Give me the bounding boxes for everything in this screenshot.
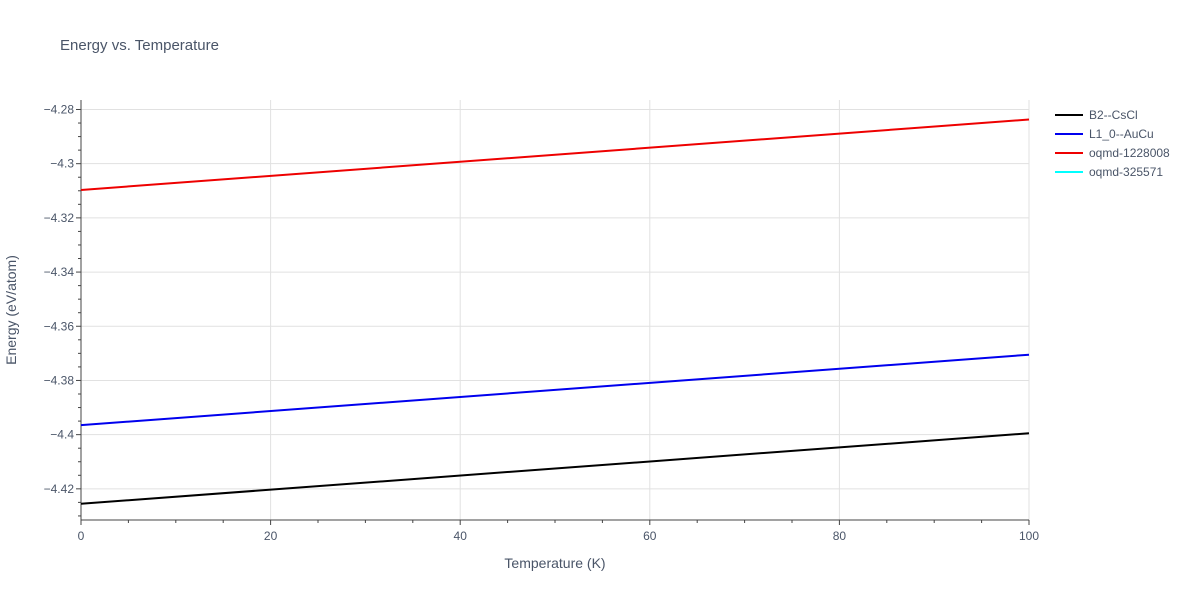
- x-tick-label: 20: [264, 529, 278, 543]
- legend: B2--CsCl L1_0--AuCu oqmd-1228008 oqmd-32557…: [1055, 108, 1170, 179]
- legend-label: oqmd-325571: [1089, 165, 1163, 179]
- y-axis-title: Energy (eV/atom): [3, 255, 19, 365]
- x-tick-label: 0: [78, 529, 85, 543]
- y-tick-label: −4.42: [44, 482, 75, 496]
- legend-label: oqmd-1228008: [1089, 146, 1170, 160]
- y-tick-label: −4.4: [50, 428, 74, 442]
- y-tick-label: −4.34: [44, 265, 75, 279]
- x-tick-label: 60: [643, 529, 657, 543]
- x-tick-label: 40: [454, 529, 468, 543]
- y-tick-label: −4.28: [44, 102, 75, 116]
- series-line-2: [80, 118, 1030, 191]
- x-tick-label: 100: [1019, 529, 1039, 543]
- legend-label: B2--CsCl: [1089, 108, 1138, 122]
- y-tick-label: −4.38: [44, 373, 75, 387]
- legend-label: L1_0--AuCu: [1089, 127, 1154, 141]
- x-tick-label: 80: [833, 529, 847, 543]
- y-tick-label: −4.36: [44, 319, 75, 333]
- grid: [81, 100, 1030, 520]
- series-lines: [80, 118, 1030, 505]
- x-axis-title: Temperature (K): [504, 555, 605, 571]
- chart-title: Energy vs. Temperature: [60, 37, 219, 54]
- series-line-0: [80, 432, 1030, 505]
- series-line-1: [80, 353, 1030, 427]
- y-tick-label: −4.32: [44, 211, 75, 225]
- y-tick-label: −4.3: [50, 157, 74, 171]
- axes: 0 20 40 60 80 100 −4.42 −4.4 −4.38 −4.36 −4.34 −4.3…: [44, 100, 1039, 543]
